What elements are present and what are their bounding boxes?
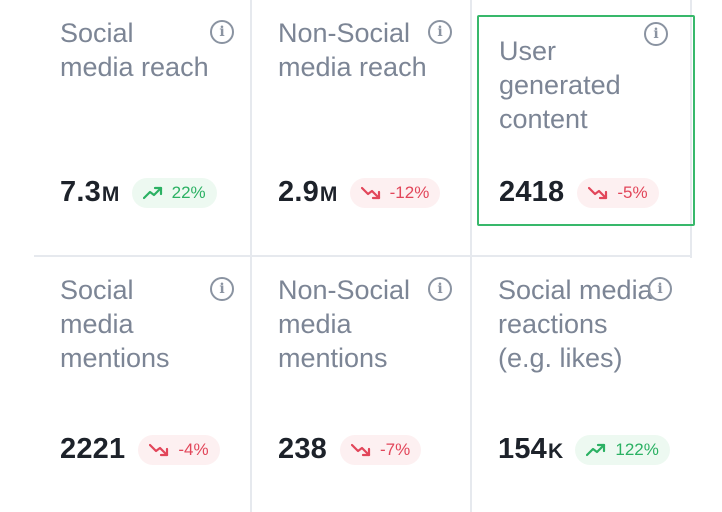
trend-badge: 122% bbox=[575, 434, 670, 465]
trend-badge: -4% bbox=[138, 434, 220, 465]
metric-value: 2418 bbox=[499, 176, 565, 208]
metric-card-social-media-reach[interactable]: Social media reach i 7.3M 22% bbox=[34, 0, 252, 255]
metric-card-social-media-reactions[interactable]: Social media reactions (e.g. likes) i 15… bbox=[472, 257, 690, 512]
card-metric: 2418 -5% bbox=[499, 176, 659, 209]
card-title: Social media reach bbox=[60, 18, 209, 82]
trend-value: 122% bbox=[615, 439, 659, 459]
trend-down-icon bbox=[588, 186, 608, 199]
metric-value: 238 bbox=[278, 433, 327, 465]
card-title: Non-Social media reach bbox=[278, 18, 427, 82]
trend-badge: 22% bbox=[131, 177, 217, 208]
info-icon[interactable]: i bbox=[644, 22, 668, 46]
info-icon[interactable]: i bbox=[210, 277, 234, 301]
info-icon[interactable]: i bbox=[210, 20, 234, 44]
metric-card-non-social-media-mentions[interactable]: Non-Social media mentions i 238 -7% bbox=[252, 257, 470, 512]
metric-card-non-social-media-reach[interactable]: Non-Social media reach i 2.9M -12% bbox=[252, 0, 470, 255]
trend-down-icon bbox=[360, 186, 380, 199]
trend-value: -12% bbox=[389, 182, 430, 202]
info-icon[interactable]: i bbox=[428, 20, 452, 44]
card-metric: 7.3M 22% bbox=[60, 176, 217, 209]
grid-divider bbox=[690, 0, 692, 258]
card-title: Social media reactions (e.g. likes) bbox=[498, 275, 653, 373]
trend-badge: -7% bbox=[340, 434, 422, 465]
metric-value: 7.3M bbox=[60, 176, 120, 208]
card-title: User generated content bbox=[499, 36, 621, 134]
trend-value: -5% bbox=[617, 182, 648, 202]
card-title: Non-Social media mentions bbox=[278, 275, 411, 373]
trend-badge: -5% bbox=[577, 177, 659, 208]
metric-value: 2.9M bbox=[278, 176, 338, 208]
card-metric: 2.9M -12% bbox=[278, 176, 441, 209]
trend-badge: -12% bbox=[349, 177, 441, 208]
info-icon[interactable]: i bbox=[428, 277, 452, 301]
metric-card-social-media-mentions[interactable]: Social media mentions i 2221 -4% bbox=[34, 257, 252, 512]
trend-down-icon bbox=[351, 443, 371, 456]
card-title: Social media mentions bbox=[60, 275, 170, 373]
trend-value: -4% bbox=[178, 439, 209, 459]
info-icon[interactable]: i bbox=[648, 277, 672, 301]
metric-value: 2221 bbox=[60, 433, 126, 465]
trend-up-icon bbox=[142, 186, 162, 199]
trend-up-icon bbox=[586, 443, 606, 456]
trend-value: -7% bbox=[380, 439, 411, 459]
card-metric: 2221 -4% bbox=[60, 433, 220, 466]
metric-value: 154K bbox=[498, 433, 564, 465]
metric-card-user-generated-content[interactable]: User generated content i 2418 -5% bbox=[477, 15, 695, 226]
trend-value: 22% bbox=[171, 182, 206, 202]
trend-down-icon bbox=[149, 443, 169, 456]
card-metric: 154K 122% bbox=[498, 433, 670, 466]
grid-divider bbox=[34, 255, 690, 257]
card-metric: 238 -7% bbox=[278, 433, 422, 466]
